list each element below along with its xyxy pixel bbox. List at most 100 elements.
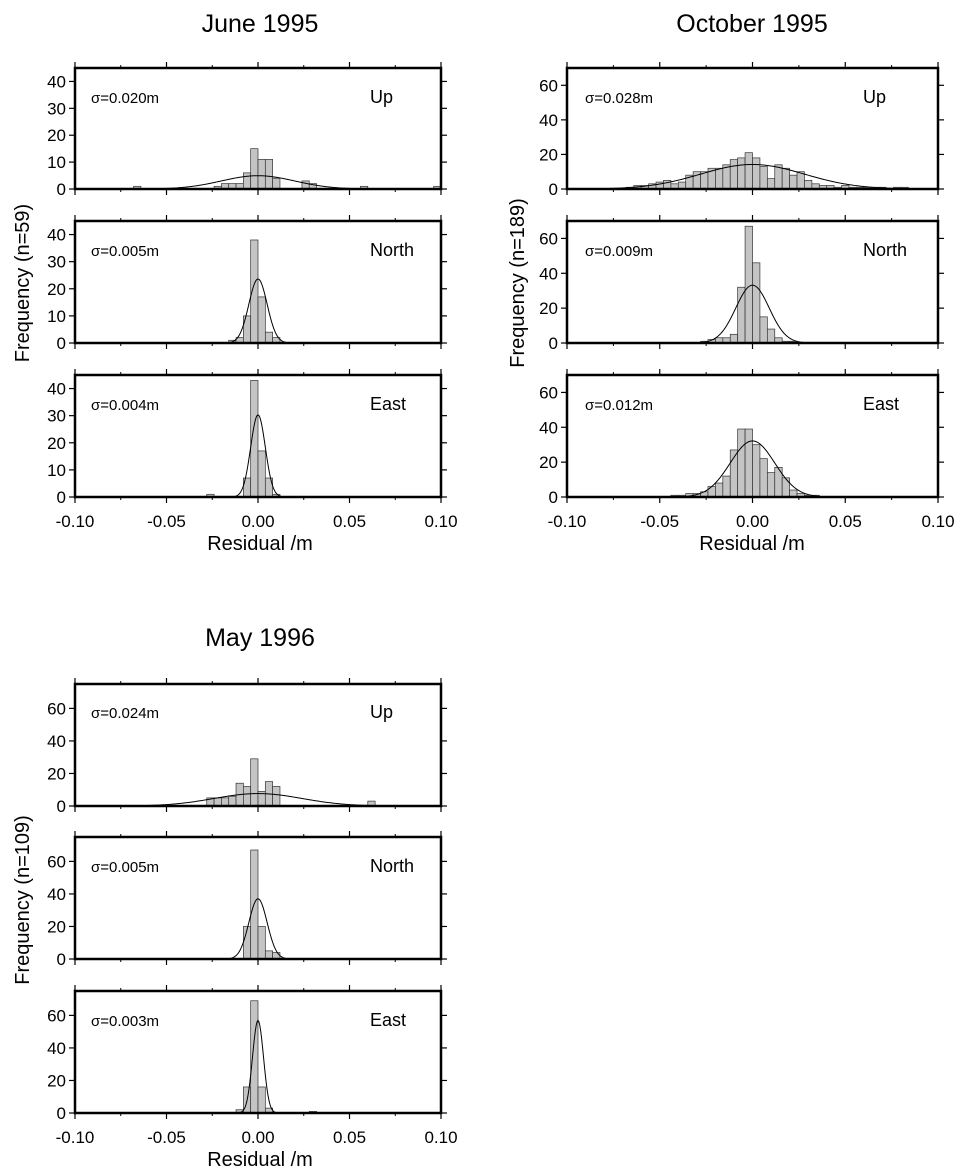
x-axis-label: Residual /m (207, 1149, 313, 1171)
y-tick-label: 40 (47, 226, 66, 245)
x-tick-label: 0.10 (921, 512, 954, 531)
panel-up: 0 20 40 60 σ=0.024m Up (47, 678, 447, 816)
sigma-label: σ=0.003m (91, 1013, 159, 1030)
y-tick-label: 30 (47, 253, 66, 272)
bars (206, 380, 281, 498)
x-ticks (566, 215, 939, 349)
y-tick-label: 60 (47, 852, 66, 871)
y-ticks: 0 10 20 30 40 (47, 72, 447, 199)
histogram-bar (243, 172, 252, 190)
y-tick-label: 40 (539, 264, 558, 283)
component-label: East (370, 1010, 406, 1030)
histogram-bar (722, 164, 731, 190)
y-tick-label: 40 (47, 72, 66, 91)
bars (133, 148, 442, 190)
x-tick-label: -0.05 (147, 512, 186, 531)
y-tick-label: 10 (47, 307, 66, 326)
chart-october-1995: October 1995 Frequency (n=189) 0 20 40 60 σ… (507, 10, 955, 555)
chart-june-1995: June 1995 Frequency (n=59) 0 10 20 30 40 σ=0… (12, 10, 458, 555)
histogram-bar (729, 333, 739, 344)
histogram-bar (759, 316, 768, 344)
y-axis-label: Frequency (n=189) (507, 198, 529, 368)
component-label: North (370, 856, 414, 876)
histogram-bar (715, 167, 724, 190)
y-tick-label: 40 (539, 111, 558, 130)
x-ticks (74, 985, 442, 1119)
y-ticks: 0 20 40 60 (539, 383, 944, 507)
x-tick-label: 0.00 (241, 512, 274, 531)
gaussian-fit-curve (567, 163, 938, 190)
y-tick-label: 20 (539, 299, 558, 318)
y-tick-label: 20 (47, 434, 66, 453)
x-tick-label: 0.00 (241, 1128, 274, 1147)
histogram-bar (737, 286, 746, 344)
component-label: Up (863, 87, 886, 107)
sigma-label: σ=0.005m (91, 859, 159, 876)
y-tick-label: 60 (47, 1006, 66, 1025)
histogram-bar (228, 795, 237, 807)
sigma-label: σ=0.004m (91, 397, 159, 414)
x-ticks (74, 831, 442, 965)
y-tick-label: 40 (47, 885, 66, 904)
y-ticks: 0 20 40 60 (47, 852, 447, 969)
y-ticks: 0 20 40 60 (47, 1006, 447, 1123)
histogram-bar (752, 444, 761, 498)
y-ticks: 0 20 40 60 (47, 699, 447, 816)
y-tick-label: 20 (539, 145, 558, 164)
y-tick-label: 0 (57, 950, 66, 969)
histogram-bar (272, 786, 281, 807)
panel-north: 0 10 20 30 40 σ=0.005m North (47, 215, 447, 353)
panel-north: 0 20 40 60 σ=0.009m North (539, 215, 944, 353)
y-tick-label: 60 (539, 76, 558, 95)
y-tick-label: 0 (57, 334, 66, 353)
y-tick-label: 0 (57, 1104, 66, 1123)
y-tick-label: 30 (47, 407, 66, 426)
x-tick-labels: -0.10 -0.05 0.00 0.05 0.10 (548, 512, 955, 531)
y-tick-label: 0 (57, 180, 66, 199)
x-ticks (74, 62, 442, 195)
histogram-bar (243, 786, 252, 807)
histogram-bar (722, 475, 731, 498)
y-tick-label: 60 (539, 383, 558, 402)
y-tick-label: 40 (47, 380, 66, 399)
x-tick-label: 0.05 (829, 512, 862, 531)
sigma-label: σ=0.028m (585, 90, 653, 107)
histogram-bar (264, 159, 273, 190)
sigma-label: σ=0.020m (91, 90, 159, 107)
y-tick-label: 40 (47, 1039, 66, 1058)
sigma-label: σ=0.012m (585, 397, 653, 414)
panel-north: 0 20 40 60 σ=0.005m North (47, 831, 447, 969)
histogram-bar (759, 458, 768, 498)
histogram-bar (264, 331, 273, 344)
histogram-bar (744, 428, 753, 498)
x-tick-label: 0.00 (736, 512, 769, 531)
y-tick-label: 40 (47, 732, 66, 751)
sigma-label: σ=0.024m (91, 705, 159, 722)
bars (626, 152, 909, 190)
y-tick-label: 30 (47, 99, 66, 118)
histogram-bar (744, 152, 753, 190)
x-tick-label: 0.05 (333, 1128, 366, 1147)
y-tick-label: 40 (539, 418, 558, 437)
y-tick-label: 20 (47, 764, 66, 783)
y-axis-label: Frequency (n=59) (12, 204, 34, 362)
y-tick-label: 20 (539, 453, 558, 472)
histogram-bar (737, 428, 746, 498)
y-tick-label: 20 (47, 280, 66, 299)
x-tick-labels: -0.10 -0.05 0.00 0.05 0.10 (56, 1128, 458, 1147)
chart-may-1996: May 1996 Frequency (n=109) 0 20 40 60 σ=0.0… (12, 624, 458, 1171)
x-tick-label: 0.05 (333, 512, 366, 531)
histogram-bar (257, 926, 266, 960)
y-tick-label: 60 (47, 699, 66, 718)
y-tick-label: 20 (47, 917, 66, 936)
y-tick-label: 0 (549, 488, 558, 507)
x-ticks (566, 369, 939, 503)
histogram-bar (781, 477, 790, 498)
x-ticks (74, 369, 442, 503)
histogram-bar (257, 159, 266, 190)
y-tick-label: 10 (47, 461, 66, 480)
component-label: North (863, 240, 907, 260)
bars (700, 225, 798, 344)
histogram-bar (766, 178, 776, 190)
histogram-bar (766, 328, 776, 344)
